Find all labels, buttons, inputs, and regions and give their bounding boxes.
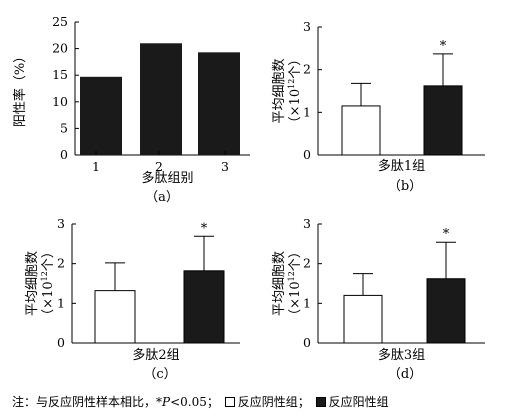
y-axis-label-unit-suffix: 个） xyxy=(288,245,303,271)
x-axis-label: 多肽3组 xyxy=(378,347,425,363)
y-tick-label: 15 xyxy=(52,67,68,82)
y-tick-label: 0 xyxy=(303,147,311,162)
y-axis-label-unit-suffix: 个） xyxy=(41,245,56,271)
bar xyxy=(140,43,182,155)
y-tick-label: 3 xyxy=(57,216,65,231)
y-tick-label: 0 xyxy=(57,335,65,350)
legend-negative-label: 反应阴性组 xyxy=(237,395,298,409)
y-axis-label-line2: （×1012个） xyxy=(287,245,303,322)
y-tick-label: 10 xyxy=(52,94,68,109)
footnote-prefix: 注：与反应阴性样本相比， xyxy=(12,395,157,409)
x-axis-label: 多肽组别 xyxy=(141,170,193,186)
bar xyxy=(341,105,381,156)
y-axis-label-line1: 平均细胞数 xyxy=(272,251,287,316)
y-axis-label-unit: （×10 xyxy=(288,89,303,129)
y-axis-label-line2: （×1012个） xyxy=(40,245,56,322)
x-tick-label: 2 xyxy=(155,159,163,174)
bar xyxy=(94,290,136,344)
bar xyxy=(183,270,225,344)
panel-caption: （a） xyxy=(145,190,179,205)
y-tick-label: 2 xyxy=(303,62,311,77)
significance-marker: * xyxy=(201,221,208,236)
y-axis-label-line1: 平均细胞数 xyxy=(272,58,287,123)
y-tick-label: 25 xyxy=(52,14,68,29)
panel-caption: （c） xyxy=(143,367,176,382)
panel-caption: （d） xyxy=(388,367,422,382)
y-tick-label: 1 xyxy=(303,295,311,310)
legend-positive-label: 反应阳性组 xyxy=(328,395,389,409)
y-tick-label: 0 xyxy=(60,147,68,162)
y-tick-label: 0 xyxy=(303,335,311,350)
y-tick-label: 2 xyxy=(57,256,65,271)
y-axis-label-line2: （×1012个） xyxy=(287,53,303,130)
y-tick-label: 3 xyxy=(303,216,311,231)
y-axis-label-unit: （×10 xyxy=(288,281,303,321)
x-axis-label: 多肽1组 xyxy=(378,158,425,174)
x-tick-label: 3 xyxy=(221,159,229,174)
y-axis-label-exponent: 12 xyxy=(287,271,296,281)
bar xyxy=(80,76,122,155)
y-tick-label: 20 xyxy=(52,41,68,56)
significance-marker: * xyxy=(440,39,447,54)
y-tick-label: 5 xyxy=(60,120,68,135)
footnote: 注：与反应阴性样本相比，*P<0.05； 反应阴性组； 反应阳性组 xyxy=(12,391,512,413)
bar xyxy=(423,85,463,156)
footnote-p-rest: <0.05； xyxy=(170,395,219,409)
legend-positive-swatch xyxy=(315,397,326,407)
y-axis-label-unit-suffix: 个） xyxy=(288,53,303,79)
footnote-separator: ； xyxy=(297,395,310,409)
y-tick-label: 1 xyxy=(303,104,311,119)
x-tick-label: 1 xyxy=(92,159,100,174)
x-axis-label: 多肽2组 xyxy=(132,347,179,363)
y-axis-label-exponent: 12 xyxy=(287,79,296,89)
y-axis-label-unit: （×10 xyxy=(41,281,56,321)
y-axis-label: 阳性率（%） xyxy=(12,50,28,127)
panel-caption: （b） xyxy=(388,179,422,194)
y-tick-label: 2 xyxy=(303,256,311,271)
y-axis-label-exponent: 12 xyxy=(40,271,49,281)
legend-negative-swatch xyxy=(224,397,235,407)
y-tick-label: 1 xyxy=(57,295,65,310)
y-axis-label-line1: 平均细胞数 xyxy=(25,251,40,316)
chart-panel: 0 5 10 15 20 25 1 2 3 阳性率（%） 多肽组别 （a） xyxy=(12,14,250,205)
y-tick-label: 3 xyxy=(303,19,311,34)
bar xyxy=(426,278,466,344)
bar xyxy=(198,52,240,155)
footnote-p-symbol: *P xyxy=(156,395,171,409)
significance-marker: * xyxy=(443,227,450,242)
bar xyxy=(343,294,383,344)
